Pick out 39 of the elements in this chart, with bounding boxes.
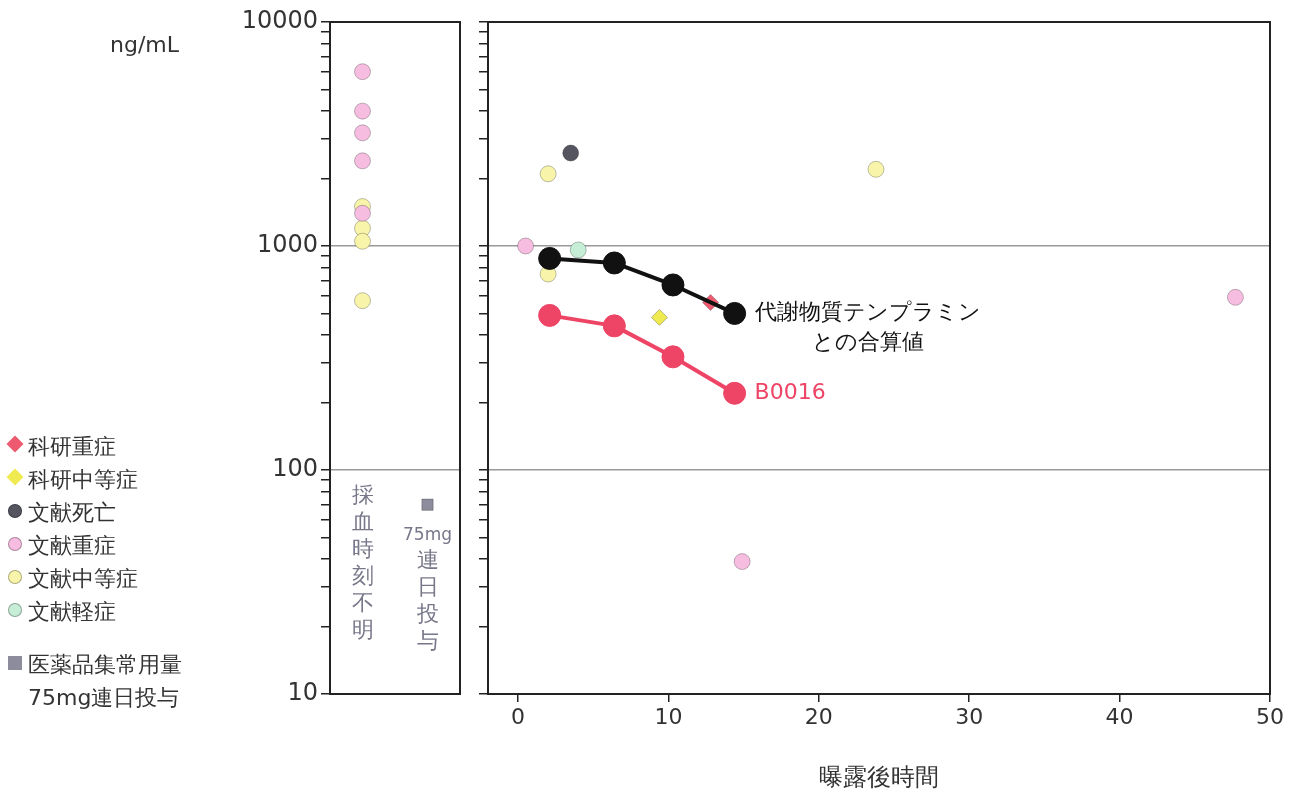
legend-label: 科研重症 bbox=[28, 433, 117, 461]
x-tick-label: 75mg連日投与 bbox=[403, 523, 452, 654]
point bbox=[602, 314, 626, 338]
legend-label: 文献中等症 bbox=[28, 565, 139, 593]
x-tick-label: 採血時刻不明 bbox=[351, 482, 374, 643]
x-tick-label: 30 bbox=[955, 703, 984, 729]
legend-label: 文献重症 bbox=[28, 532, 117, 560]
y-tick-label: 10 bbox=[287, 678, 318, 707]
point bbox=[517, 237, 535, 255]
y-axis-title: ng/mL bbox=[110, 31, 180, 57]
x-tick-label: 40 bbox=[1105, 703, 1134, 729]
point bbox=[569, 241, 587, 259]
point bbox=[539, 165, 557, 183]
legend-label: 科研中等症 bbox=[28, 466, 139, 494]
point bbox=[723, 381, 747, 405]
x-tick-label: 10 bbox=[654, 703, 683, 729]
point bbox=[723, 301, 747, 325]
x-tick-label: 0 bbox=[511, 703, 526, 729]
y-tick-label: 100 bbox=[272, 454, 318, 483]
legend-label: 文献軽症 bbox=[28, 598, 117, 626]
point bbox=[650, 308, 668, 326]
legend-label: 医薬品集常用量 75mg連日投与 bbox=[28, 651, 183, 712]
series-label: 代謝物質テンプラミンとの合算値 bbox=[753, 299, 981, 355]
x-axis-title: 曝露後時間 bbox=[819, 762, 939, 791]
point bbox=[1226, 288, 1244, 306]
y-tick-label: 1000 bbox=[256, 230, 318, 259]
legend-label: 文献死亡 bbox=[28, 499, 117, 527]
point bbox=[538, 246, 562, 270]
x-tick-label: 50 bbox=[1256, 703, 1284, 729]
x-tick-label: 20 bbox=[804, 703, 833, 729]
series-label: B0016 bbox=[754, 379, 826, 405]
point bbox=[602, 251, 626, 275]
point bbox=[867, 160, 885, 178]
point bbox=[538, 303, 562, 327]
point bbox=[661, 345, 685, 369]
point bbox=[661, 273, 685, 297]
y-tick-label: 10000 bbox=[241, 6, 318, 35]
point bbox=[733, 553, 751, 571]
point bbox=[562, 144, 580, 162]
